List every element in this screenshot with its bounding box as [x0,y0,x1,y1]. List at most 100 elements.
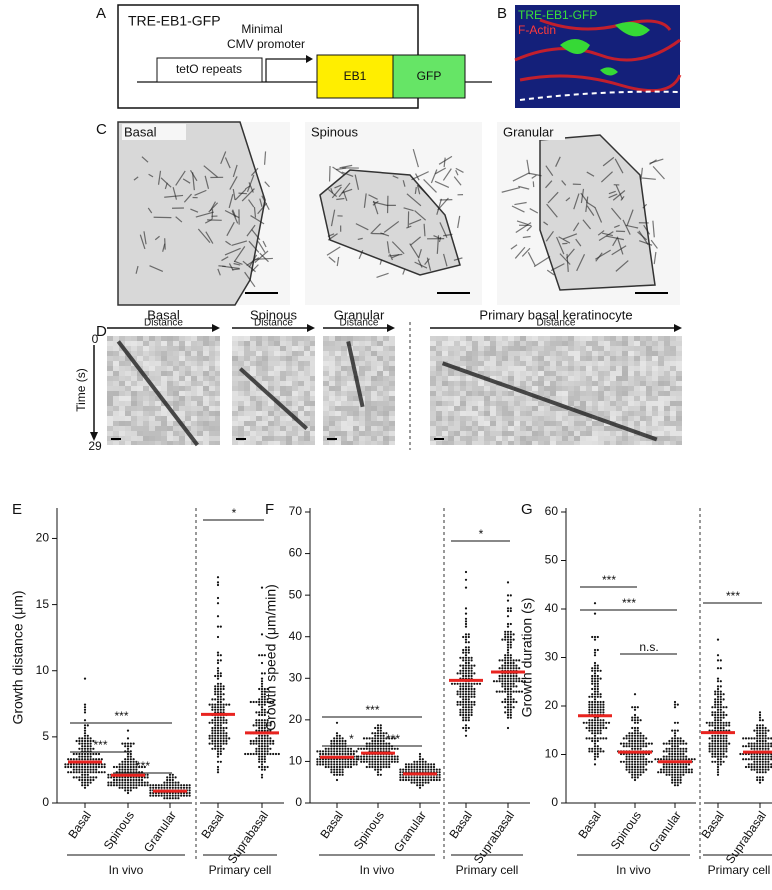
kymo-pixel [209,406,215,411]
y-tick-label: 60 [545,504,559,518]
kymo-pixel [580,441,586,445]
kymo-pixel [472,356,478,361]
kymo-pixel [274,386,280,391]
dot [507,594,509,596]
dot [333,740,335,742]
dot [278,753,280,755]
kymo-pixel [377,431,383,436]
kymo-pixel [610,396,616,401]
kymo-pixel [298,371,304,376]
dot [223,722,225,724]
x-tick-label: Spinous [608,809,644,853]
kymo-pixel [167,341,173,346]
kymo-pixel [268,346,274,351]
dot [186,787,188,789]
kymo-pixel [466,401,472,406]
dot [600,711,602,713]
kymo-pixel [520,401,526,406]
kymo-pixel [652,396,658,401]
kymo-pixel [107,391,113,396]
dot [507,652,509,654]
kymo-pixel [359,356,365,361]
kymo-pixel [197,401,203,406]
dot [717,761,719,763]
dot [691,758,693,760]
dot [597,737,599,739]
kymo-pixel [232,386,238,391]
kymo-pixel [244,411,250,416]
dot [104,763,106,765]
kymo-pixel [347,391,353,396]
kymo-pixel [490,356,496,361]
dot [133,763,135,765]
kymo-pixel [646,406,652,411]
dot [374,756,376,758]
dot [405,776,407,778]
kymo-pixel [430,356,436,361]
kymo-pixel [250,436,256,441]
dot [465,662,467,664]
kymo-pixel [209,391,215,396]
dot [671,774,673,776]
dot [674,730,676,732]
kymo-pixel [310,351,315,356]
dot [507,727,509,729]
kymo-pixel [448,426,454,431]
dot [374,769,376,771]
dot [588,706,590,708]
dot [377,732,379,734]
kymo-pixel [310,376,315,381]
kymo-pixel [197,381,203,386]
kymo-pixel [598,441,604,445]
dot [591,683,593,685]
dot [186,795,188,797]
kymo-pixel [568,341,574,346]
dot [504,706,506,708]
kymo-pixel [203,436,209,441]
dot [711,750,713,752]
dot [220,750,222,752]
dot [363,761,365,763]
x-tick-label: Basal [698,809,727,842]
kymo-pixel [436,416,442,421]
kymo-pixel [670,376,676,381]
dot [163,797,165,799]
kymo-pixel [371,416,377,421]
dot [394,756,396,758]
kymo-pixel [262,426,268,431]
dot [671,779,673,781]
dot [385,756,387,758]
kymo-pixel [197,371,203,376]
dot [217,771,219,773]
dot [385,761,387,763]
kymo-pixel [592,436,598,441]
kymo-pixel [550,411,556,416]
dot [677,766,679,768]
dot [388,758,390,760]
dot [258,688,260,690]
kymo-pixel [616,336,622,341]
dot [377,756,379,758]
dot [725,748,727,750]
dot [637,719,639,721]
dot [637,774,639,776]
kymo-pixel [191,396,197,401]
dot [628,769,630,771]
kymo-pixel [634,351,640,356]
kymo-pixel [185,401,191,406]
kymo-pixel [460,431,466,436]
dot [416,766,418,768]
kymo-pixel [526,421,532,426]
x-tick-label: Basal [198,809,227,842]
dot [597,683,599,685]
dot [634,730,636,732]
dot [459,704,461,706]
dot [507,581,509,583]
kymo-pixel [532,401,538,406]
kymo-pixel [341,431,347,436]
dot [433,766,435,768]
dot [668,740,670,742]
dot [220,688,222,690]
kymo-pixel [466,381,472,386]
dot [325,753,327,755]
